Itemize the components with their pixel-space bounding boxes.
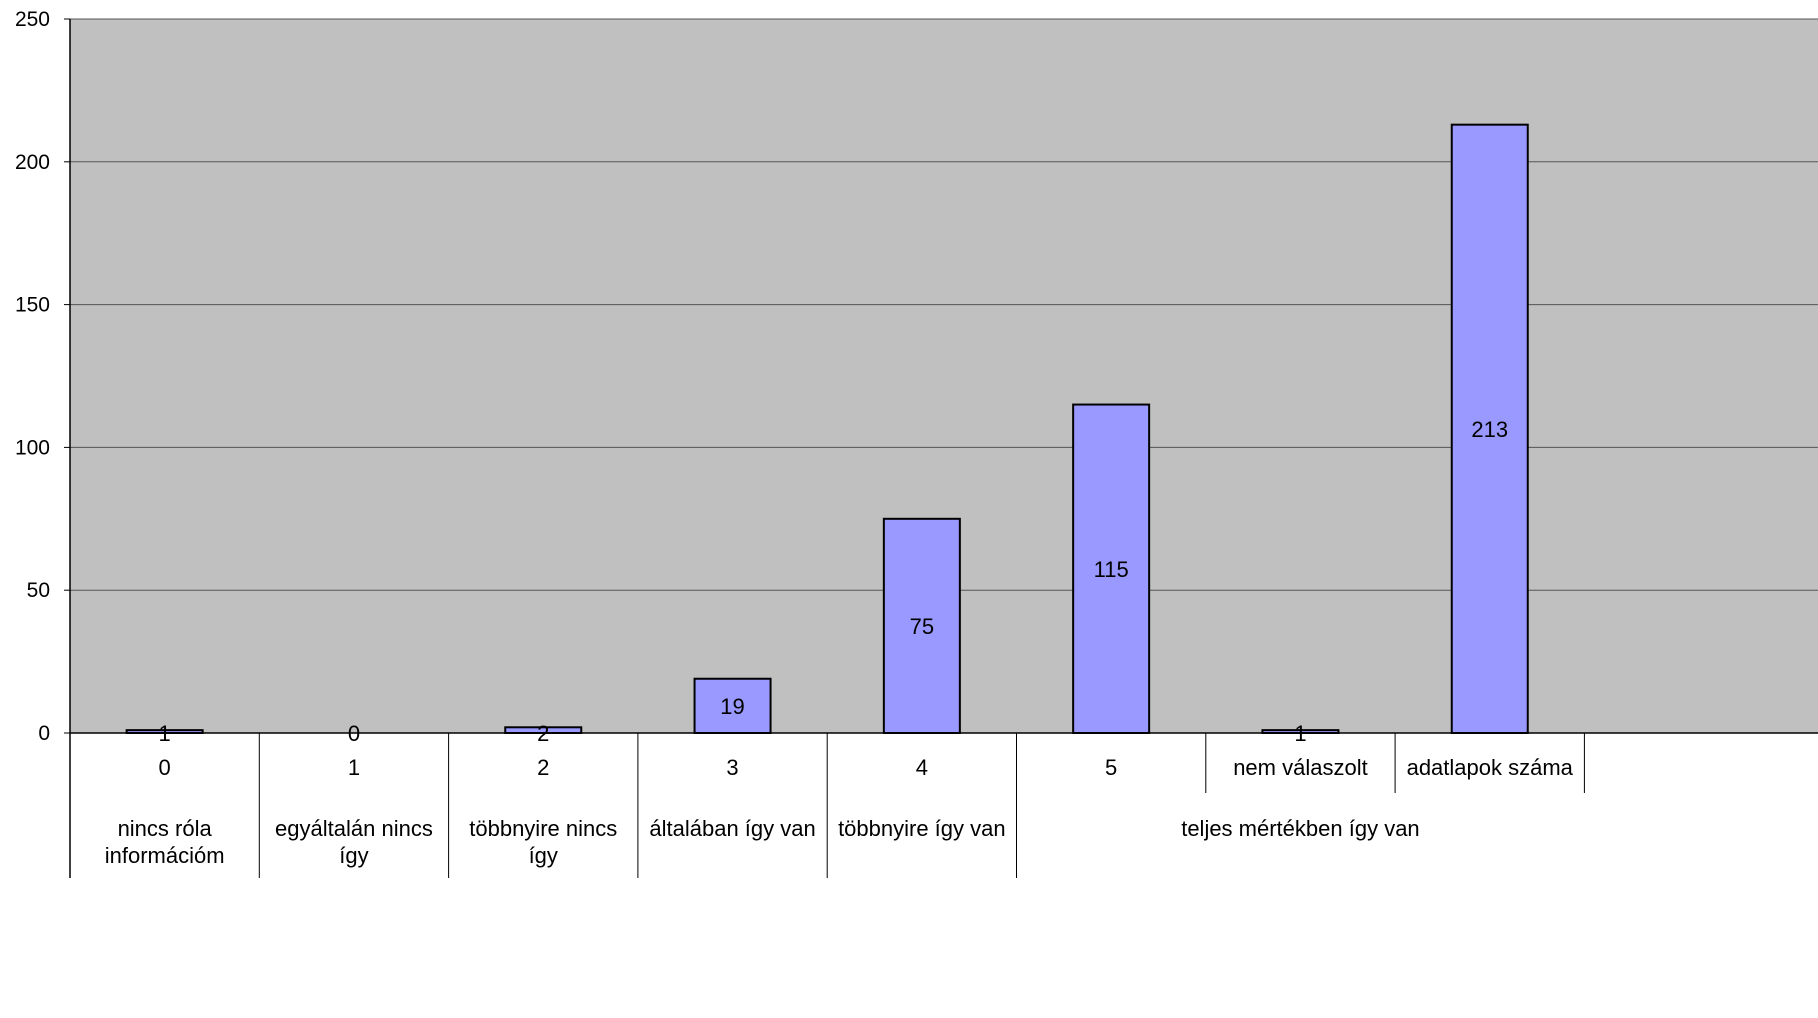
group-label-line: egyáltalán nincs [275, 816, 433, 841]
bar [693, 677, 772, 735]
x-axis: 0 1 2 3 4 5 nem válaszolt adatlapok száma nincs … [70, 732, 1818, 878]
group-label-line: többnyire nincs [469, 816, 617, 841]
y-tick-label: 100 [15, 436, 50, 459]
y-tick-label: 250 [15, 8, 50, 31]
group-label-line: többnyire így van [838, 816, 1006, 841]
group-label-line: általában így van [649, 816, 815, 841]
gridlines [70, 18, 1818, 591]
bar [882, 517, 961, 734]
category-label: 3 [726, 755, 738, 780]
group-label: teljes mértékben így van [1181, 816, 1419, 841]
category-label: 2 [537, 755, 549, 780]
y-tick-label: 50 [27, 579, 50, 602]
group-label: többnyire nincs így [469, 816, 617, 868]
group-label: többnyire így van [838, 816, 1006, 841]
group-label: egyáltalán nincs így [275, 816, 433, 868]
group-label-line: így [339, 843, 368, 868]
category-label: adatlapok száma [1407, 755, 1574, 780]
data-label: 75 [910, 614, 934, 639]
y-tick-label: 200 [15, 151, 50, 174]
bar [1450, 123, 1529, 734]
data-label: 19 [720, 694, 744, 719]
group-label-line: így [529, 843, 558, 868]
y-axis: 0 50 100 150 200 250 [15, 8, 71, 878]
category-label: 5 [1105, 755, 1117, 780]
data-label: 213 [1471, 417, 1508, 442]
category-label: 4 [916, 755, 928, 780]
group-label: nincs róla információm [105, 816, 225, 868]
group-label-line: nincs róla [118, 816, 213, 841]
data-label: 115 [1094, 557, 1129, 582]
y-tick-label: 0 [38, 722, 50, 745]
category-label: nem válaszolt [1233, 755, 1368, 780]
y-tick-label: 150 [15, 294, 50, 317]
category-label: 1 [348, 755, 360, 780]
group-label-line: információm [105, 843, 225, 868]
group-label: általában így van [649, 816, 815, 841]
group-label-line: teljes mértékben így van [1181, 816, 1419, 841]
category-label: 0 [159, 755, 171, 780]
bars [125, 123, 1529, 735]
bar [1072, 403, 1151, 734]
